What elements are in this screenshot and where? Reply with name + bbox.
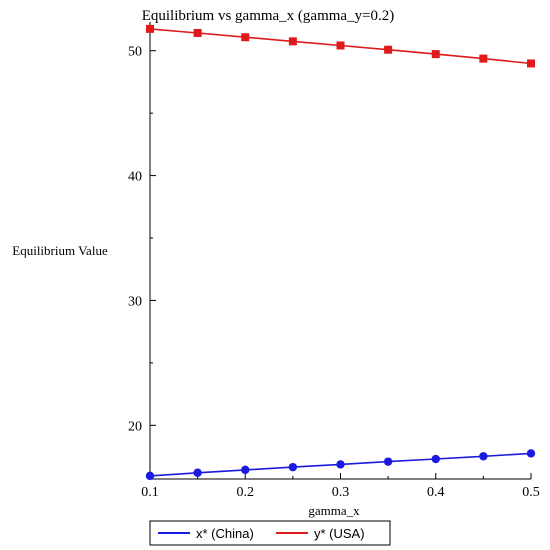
data-point-china [383, 457, 393, 466]
chart-title: Equilibrium vs gamma_x (gamma_y=0.2) [142, 8, 395, 24]
data-point-usa [241, 33, 250, 42]
x-tick-label: 0.4 [427, 485, 445, 500]
axes: 0.1 0.2 0.3 0.4 0.5 20 30 40 50 [128, 22, 540, 500]
y-tick-label: 40 [128, 170, 142, 185]
data-point-china [193, 468, 202, 477]
y-tick-label: 20 [128, 419, 142, 434]
y-tick-label: 50 [128, 45, 142, 60]
x-tick-label: 0.1 [141, 485, 159, 500]
legend: x* (China) y* (USA) [149, 520, 391, 546]
data-point-usa [193, 28, 202, 37]
data-point-china [241, 465, 250, 475]
data-point-usa [384, 45, 393, 54]
data-point-china [288, 462, 298, 472]
data-point-china [431, 454, 440, 464]
data-point-china [336, 460, 345, 469]
data-point-china [145, 471, 155, 481]
legend-label-china: x* (China) [196, 526, 254, 541]
data-point-china [479, 452, 488, 461]
x-tick-label: 0.3 [332, 485, 350, 500]
x-tick-label: 0.2 [237, 485, 255, 500]
legend-label-usa: y* (USA) [314, 526, 365, 541]
data-point-usa [431, 50, 440, 59]
x-tick-label: 0.5 [522, 485, 540, 500]
y-axis-label: Equilibrium Value [12, 243, 108, 258]
series-layer [145, 24, 536, 481]
x-axis-label: gamma_x [308, 503, 360, 518]
data-point-usa [527, 59, 535, 68]
data-point-usa [146, 24, 154, 33]
data-point-china [526, 449, 536, 458]
data-point-usa [479, 54, 488, 63]
data-point-usa [336, 41, 345, 50]
y-tick-label: 30 [128, 294, 142, 309]
data-point-usa [288, 37, 297, 46]
